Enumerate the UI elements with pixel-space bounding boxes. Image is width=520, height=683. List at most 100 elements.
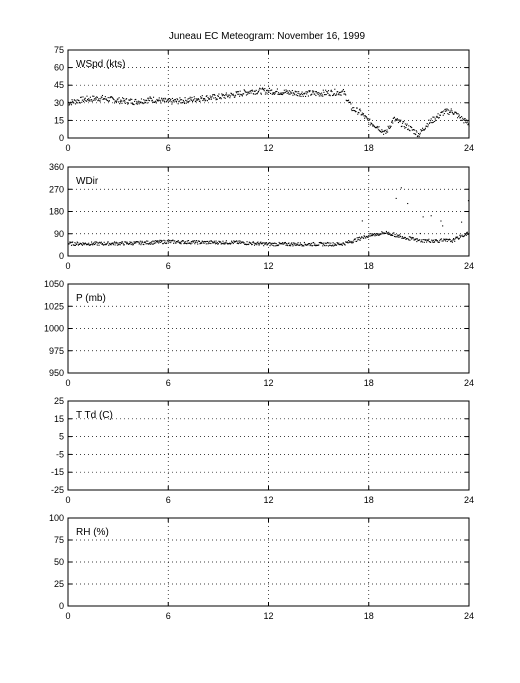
data-point xyxy=(162,243,164,245)
data-point xyxy=(284,242,286,244)
data-point xyxy=(103,98,105,100)
x-tick-label: 0 xyxy=(65,495,70,505)
data-point xyxy=(143,99,145,101)
data-point xyxy=(179,242,181,244)
data-point xyxy=(244,243,246,245)
data-point xyxy=(265,242,268,244)
data-point xyxy=(172,239,174,241)
data-point xyxy=(89,244,91,246)
data-point xyxy=(337,243,339,245)
data-point xyxy=(168,100,170,102)
data-point xyxy=(113,99,115,101)
data-point xyxy=(94,241,96,243)
data-point xyxy=(190,98,192,100)
data-point xyxy=(329,244,331,246)
data-point xyxy=(186,100,188,102)
data-point xyxy=(315,245,317,247)
data-point xyxy=(327,90,330,92)
data-point xyxy=(240,93,242,95)
data-point xyxy=(151,241,153,243)
data-point xyxy=(174,242,176,244)
data-point xyxy=(103,241,105,243)
data-point xyxy=(163,99,165,101)
data-point xyxy=(180,243,182,245)
data-point xyxy=(352,109,354,111)
data-point xyxy=(261,88,263,90)
data-point xyxy=(206,240,209,243)
data-point xyxy=(280,92,282,94)
data-point xyxy=(278,244,280,246)
data-point xyxy=(285,244,287,246)
data-point xyxy=(464,117,466,120)
data-point xyxy=(322,89,324,91)
data-point xyxy=(445,108,447,110)
data-point xyxy=(147,243,149,245)
data-point xyxy=(150,97,152,100)
data-point xyxy=(345,99,347,101)
data-point xyxy=(426,241,428,243)
data-point xyxy=(244,90,246,92)
data-point xyxy=(251,244,253,246)
data-point xyxy=(412,129,414,131)
data-point xyxy=(461,234,463,236)
data-point xyxy=(445,238,447,240)
data-point xyxy=(325,93,327,96)
data-point xyxy=(109,97,111,99)
data-point xyxy=(74,103,77,105)
data-point xyxy=(440,111,442,114)
data-point xyxy=(283,242,285,244)
data-point xyxy=(364,115,366,117)
data-point xyxy=(388,127,390,129)
data-point xyxy=(216,98,218,100)
data-point xyxy=(99,100,101,102)
data-point xyxy=(380,233,382,235)
data-point xyxy=(124,241,126,243)
data-point xyxy=(423,129,425,131)
data-point xyxy=(116,100,118,102)
data-point xyxy=(138,243,140,245)
data-point xyxy=(126,243,128,245)
data-point xyxy=(458,238,460,240)
data-point xyxy=(72,100,74,102)
data-point xyxy=(452,113,454,115)
data-point xyxy=(243,89,245,91)
data-point xyxy=(346,100,348,102)
data-point xyxy=(336,91,338,93)
data-point xyxy=(244,91,246,93)
data-point xyxy=(238,93,240,95)
data-point xyxy=(448,111,451,113)
data-point xyxy=(310,94,312,96)
data-point xyxy=(262,242,264,244)
data-point xyxy=(303,92,305,95)
data-point xyxy=(381,231,383,233)
data-point xyxy=(414,129,416,131)
data-point xyxy=(241,241,243,243)
data-point xyxy=(187,242,189,244)
data-point xyxy=(265,89,268,91)
data-point xyxy=(369,118,371,120)
data-point xyxy=(415,130,417,132)
data-point xyxy=(158,241,160,243)
data-point xyxy=(208,242,210,244)
data-point xyxy=(316,92,318,94)
data-point xyxy=(320,242,322,244)
data-point xyxy=(261,87,264,89)
data-point xyxy=(283,243,285,245)
data-point xyxy=(300,95,302,98)
data-point xyxy=(263,245,265,247)
data-point xyxy=(142,102,144,104)
data-point xyxy=(107,241,109,243)
data-point xyxy=(142,243,144,245)
data-point xyxy=(353,240,355,242)
data-point xyxy=(245,91,247,93)
data-point xyxy=(452,239,454,241)
data-point xyxy=(173,240,175,242)
data-point xyxy=(259,242,261,244)
data-point xyxy=(417,135,419,137)
panel-label: WDir xyxy=(76,176,99,187)
data-point xyxy=(249,90,252,92)
data-point xyxy=(248,92,250,94)
data-point xyxy=(242,241,244,243)
data-point xyxy=(298,244,300,246)
data-point xyxy=(84,98,86,100)
